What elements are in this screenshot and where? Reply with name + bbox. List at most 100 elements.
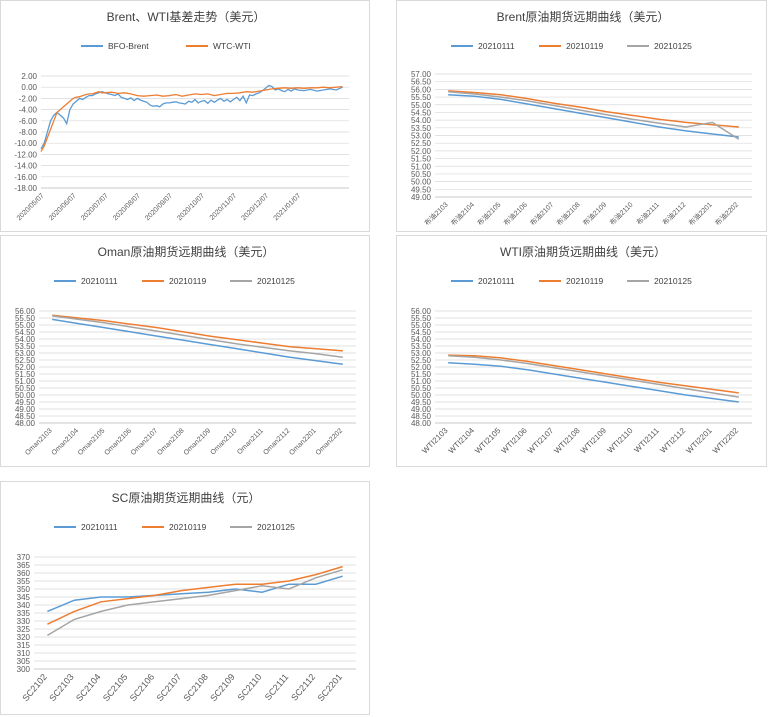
y-tick-label: 51.00 [411,162,432,171]
series-line-20210111 [448,362,739,403]
chart-title: Brent、WTI基差走势（美元） [107,10,266,24]
y-tick-label: 305 [17,657,31,666]
x-tick-label: WTI2105 [473,426,503,456]
legend-label: 20210125 [654,41,692,51]
legend-label: 20210119 [566,276,603,286]
legend-label: 20210119 [169,276,206,286]
y-tick-label: -18.00 [14,184,37,193]
x-tick-label: Oman2202 [315,427,345,457]
x-tick-label: SC2111 [263,672,291,702]
y-tick-label: 56.00 [411,307,432,316]
x-tick-label: 布油2110 [608,200,635,227]
chart-svg: Brent原油期货远期曲线（美元） 20210111 20210119 2021012… [411,9,752,227]
y-tick-label: -16.00 [14,173,37,182]
y-tick-label: 56.00 [15,307,36,316]
x-tick-label: WTI2201 [684,426,714,456]
x-tick-label: 布油2104 [449,200,476,227]
x-tick-label: 2020/05/07 [16,192,46,222]
x-tick-label: 2020/12/07 [240,192,270,222]
y-tick-label: 53.50 [411,342,432,351]
chart-panel-brent-curve: Brent原油期货远期曲线（美元） 20210111 20210119 2021012… [396,0,767,232]
y-tick-label: -14.00 [14,162,37,171]
x-tick-label: 2020/07/07 [80,192,110,222]
x-tick-label: WTI2110 [606,426,635,455]
series-line-WTC-WTI [40,85,343,152]
y-tick-label: 53.50 [15,342,36,351]
y-tick-label: 320 [17,633,31,642]
x-tick-label: WTI2107 [526,426,556,456]
y-tick-label: 49.50 [411,185,432,194]
x-tick-label: 布油2108 [554,200,581,227]
x-tick-label: Oman2106 [103,427,133,457]
series-line-20210111 [448,94,739,138]
x-tick-label: WTI2112 [658,426,687,455]
series-line-20210119 [47,565,343,625]
y-tick-label: 52.50 [411,356,432,365]
chart-svg: SC原油期货远期曲线（元） 20210111 20210119 20210125 370… [17,490,356,703]
y-tick-label: 50.00 [411,391,432,400]
x-tick-label: Oman2103 [24,427,54,457]
y-tick-label: 52.00 [15,363,36,372]
y-tick-label: 365 [17,561,31,570]
x-tick-label: 布油2202 [713,200,740,227]
y-tick-label: 52.00 [411,147,432,156]
x-tick-label: Oman2107 [130,427,160,457]
x-tick-label: SC2201 [316,672,345,703]
x-tick-label: 布油2106 [502,200,529,227]
y-tick-label: 49.50 [15,398,36,407]
series-line-20210125 [52,315,343,358]
chart-svg: Oman原油期货远期曲线（美元） 20210111 20210119 20210125… [15,244,356,457]
y-tick-label: 53.00 [15,349,36,358]
y-tick-label: 54.50 [411,328,432,337]
y-tick-label: 49.00 [411,405,432,414]
x-tick-label: 布油2111 [634,200,661,227]
y-tick-label: -8.00 [19,128,38,137]
legend-label: 20210111 [478,41,515,51]
y-tick-label: 50.50 [411,170,432,179]
chart-panel-oman-curve: Oman原油期货远期曲线（美元） 20210111 20210119 20210125… [0,235,370,467]
series-line-20210119 [448,90,739,128]
series-line-20210119 [448,354,739,394]
y-tick-label: 300 [17,665,31,674]
x-tick-label: SC2102 [20,672,49,703]
x-tick-label: WTI2202 [711,426,741,456]
legend-label: 20210119 [169,522,206,532]
legend-label: 20210125 [654,276,692,286]
x-tick-label: 2020/10/07 [176,192,206,222]
y-tick-label: 50.50 [15,384,36,393]
x-tick-label: SC2107 [155,672,184,703]
x-tick-label: Oman2112 [262,427,291,456]
chart-panel-brent-wti-basis: Brent、WTI基差走势（美元） BFO-Brent WTC-WTI 2.00 0.0… [0,0,370,232]
y-tick-label: 335 [17,609,31,618]
legend-label: 20210111 [81,276,118,286]
x-tick-label: SC2108 [181,672,210,703]
legend-label: 20210119 [566,41,603,51]
x-tick-label: SC2112 [289,672,317,703]
x-tick-label: 布油2109 [581,200,608,227]
x-tick-label: 布油2112 [660,200,687,227]
x-tick-label: SC2109 [208,672,237,703]
y-tick-label: 48.50 [15,412,36,421]
x-tick-label: 2020/11/07 [209,192,238,221]
y-tick-label: 325 [17,625,31,634]
y-tick-label: 51.00 [411,377,432,386]
y-tick-label: 55.00 [411,321,432,330]
chart-title: Brent原油期货远期曲线（美元） [497,9,670,24]
chart-svg: Brent、WTI基差走势（美元） BFO-Brent WTC-WTI 2.00 0.0… [14,10,349,222]
x-tick-label: WTI2104 [447,426,477,456]
y-tick-label: 49.00 [15,405,36,414]
y-tick-label: 355 [17,577,31,586]
series-line-20210125 [47,569,343,637]
x-tick-label: Oman2105 [77,427,107,457]
x-tick-label: Oman2104 [51,427,81,457]
series-line-20210125 [448,355,739,398]
x-tick-label: WTI2111 [632,426,661,455]
y-tick-label: -12.00 [14,150,37,159]
y-tick-label: 53.50 [411,124,432,133]
x-tick-label: WTI2109 [579,426,609,456]
y-tick-label: 50.00 [15,391,36,400]
legend-label: 20210111 [478,276,515,286]
x-tick-label: 2020/08/07 [112,192,142,222]
y-tick-label: 54.00 [411,116,432,125]
legend-label: WTC-WTI [213,41,251,51]
